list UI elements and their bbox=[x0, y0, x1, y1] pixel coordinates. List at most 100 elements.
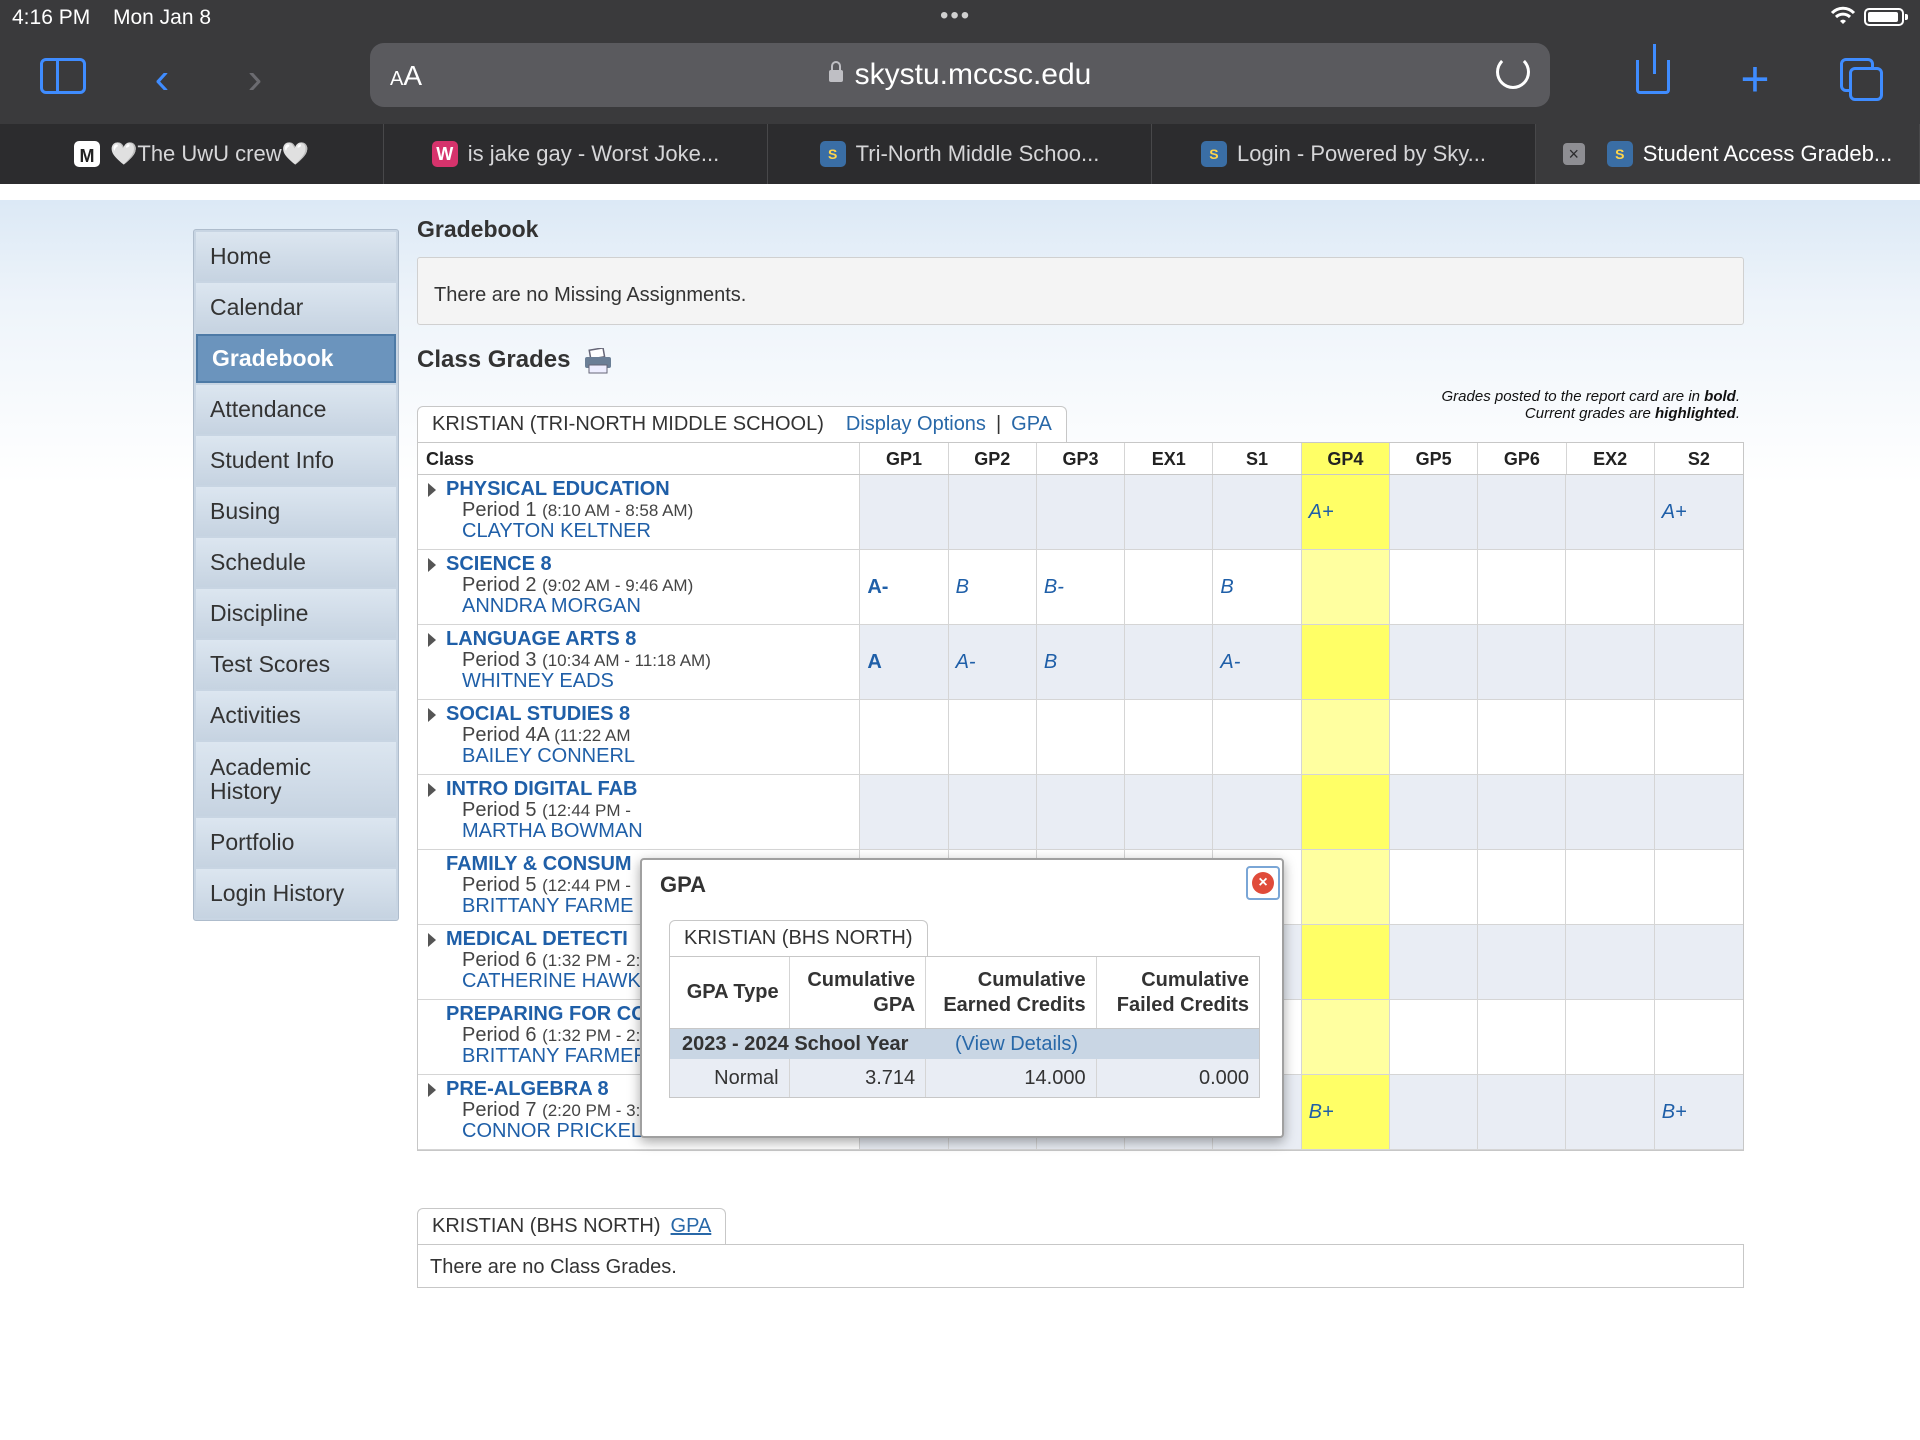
teacher-link[interactable]: BRITTANY FARMER bbox=[462, 1045, 648, 1067]
nav-item-gradebook[interactable]: Gradebook bbox=[196, 334, 396, 383]
wifi-icon bbox=[1830, 6, 1856, 24]
address-bar[interactable]: AAAA skystu.mccsc.edu bbox=[370, 43, 1550, 107]
expand-triangle-icon[interactable] bbox=[428, 633, 436, 647]
class-name-link[interactable]: PHYSICAL EDUCATION bbox=[446, 478, 670, 500]
teacher-link[interactable]: WHITNEY EADS bbox=[462, 670, 614, 692]
table-row: PHYSICAL EDUCATION Period 1 (8:10 AM - 8:… bbox=[418, 475, 1743, 550]
gpa-link[interactable]: GPA bbox=[1011, 413, 1052, 435]
expand-triangle-icon[interactable] bbox=[428, 708, 436, 722]
forward-icon[interactable]: › bbox=[247, 54, 263, 103]
grade-cell-gp6 bbox=[1478, 850, 1567, 924]
class-name-link[interactable]: INTRO DIGITAL FAB bbox=[446, 778, 638, 800]
grade-cell-gp6 bbox=[1478, 550, 1567, 624]
grade-cell-gp5 bbox=[1389, 700, 1479, 774]
class-name-link[interactable]: MEDICAL DETECTI bbox=[446, 928, 628, 950]
class-name-link[interactable]: PRE-ALGEBRA 8 bbox=[446, 1078, 609, 1100]
tab-overview-icon[interactable] bbox=[1840, 58, 1883, 101]
display-options-link[interactable]: Display Options bbox=[845, 413, 986, 435]
browser-tab[interactable]: M 🤍The UwU crew🤍 bbox=[0, 124, 384, 184]
class-name-link[interactable]: SCIENCE 8 bbox=[446, 553, 552, 575]
teacher-link[interactable]: ANNDRA MORGAN bbox=[462, 595, 641, 617]
multitasking-dots[interactable]: ••• bbox=[940, 2, 972, 29]
period-label: Period 7 bbox=[462, 1099, 537, 1121]
close-dialog-button[interactable]: × bbox=[1246, 866, 1280, 900]
nav-item-schedule[interactable]: Schedule bbox=[196, 538, 396, 587]
tab-bar: M 🤍The UwU crew🤍 W is jake gay - Worst J… bbox=[0, 124, 1920, 184]
grade-cell-ex2 bbox=[1566, 1000, 1655, 1074]
grade-cell-s2[interactable]: A+ bbox=[1654, 475, 1743, 549]
nav-item-discipline[interactable]: Discipline bbox=[196, 589, 396, 638]
tab-title: Tri-North Middle Schoo... bbox=[855, 141, 1100, 166]
teacher-link[interactable]: BAILEY CONNERL bbox=[462, 745, 636, 767]
tab-title: Student Access Gradeb... bbox=[1642, 141, 1893, 166]
lock-icon bbox=[828, 61, 843, 82]
grade-cell-ex2 bbox=[1566, 850, 1655, 924]
grade-cell-gp3[interactable]: B bbox=[1036, 625, 1126, 699]
grade-cell-gp4[interactable]: B+ bbox=[1301, 1075, 1390, 1149]
grade-cell-gp1[interactable]: A- bbox=[860, 550, 949, 624]
grade-cell-gp1[interactable]: A bbox=[860, 625, 949, 699]
new-tab-icon[interactable]: + bbox=[1740, 51, 1770, 107]
teacher-link[interactable]: BRITTANY FARME bbox=[462, 895, 634, 917]
expand-triangle-icon[interactable] bbox=[428, 1083, 436, 1097]
grade-cell-gp4[interactable]: A+ bbox=[1301, 475, 1390, 549]
view-details-link[interactable]: (View Details) bbox=[955, 1032, 1078, 1055]
period-label: Period 3 bbox=[462, 649, 537, 671]
header-cumulative-gpa: Cumulative GPA bbox=[790, 957, 927, 1028]
column-header-s2: S2 bbox=[1687, 449, 1710, 469]
gpa-link[interactable]: GPA bbox=[670, 1215, 712, 1237]
class-name-link[interactable]: SOCIAL STUDIES 8 bbox=[446, 703, 631, 725]
teacher-link[interactable]: MARTHA BOWMAN bbox=[462, 820, 643, 842]
period-label: Period 2 bbox=[462, 574, 537, 596]
grade-cell-ex1 bbox=[1125, 475, 1214, 549]
class-info-cell: INTRO DIGITAL FAB Period 5 (12:44 PM - MAR… bbox=[418, 775, 861, 849]
browser-tab[interactable]: S Tri-North Middle Schoo... bbox=[768, 124, 1152, 184]
nav-item-test-scores[interactable]: Test Scores bbox=[196, 640, 396, 689]
expand-triangle-icon[interactable] bbox=[428, 933, 436, 947]
grade-cell-gp2[interactable]: A- bbox=[948, 625, 1037, 699]
column-header-s1: S1 bbox=[1213, 443, 1302, 474]
gpa-table-header: GPA Type Cumulative GPA Cumulative Earne… bbox=[670, 957, 1259, 1029]
reader-options-button[interactable]: AAAA bbox=[390, 60, 423, 91]
school-year: 2023 - 2024 School Year bbox=[682, 1032, 909, 1055]
teacher-link[interactable]: CLAYTON KELTNER bbox=[462, 520, 651, 542]
grade-cell-ex2 bbox=[1566, 625, 1655, 699]
grade-cell-s1[interactable]: A- bbox=[1213, 625, 1302, 699]
close-tab-icon[interactable]: × bbox=[1562, 143, 1585, 165]
grade-cell-gp2[interactable]: B bbox=[948, 550, 1037, 624]
grade-cell-s1[interactable]: B bbox=[1213, 550, 1302, 624]
teacher-link[interactable]: CONNOR PRICKEL bbox=[462, 1120, 643, 1142]
printer-icon[interactable] bbox=[583, 348, 613, 374]
browser-tab[interactable]: S Login - Powered by Sky... bbox=[1152, 124, 1536, 184]
nav-item-home[interactable]: Home bbox=[196, 232, 396, 281]
gpa-data-row: Normal 3.714 14.000 0.000 bbox=[670, 1059, 1259, 1097]
browser-tab-active[interactable]: × S Student Access Gradeb... bbox=[1536, 124, 1920, 184]
share-icon[interactable] bbox=[1636, 44, 1670, 94]
expand-triangle-icon[interactable] bbox=[428, 483, 436, 497]
nav-item-login-history[interactable]: Login History bbox=[196, 869, 396, 918]
worst-jokes-favicon-icon: W bbox=[431, 141, 458, 167]
reload-icon[interactable] bbox=[1496, 55, 1530, 89]
browser-tab[interactable]: W is jake gay - Worst Joke... bbox=[384, 124, 768, 184]
gpa-school-tab: KRISTIAN (BHS NORTH) bbox=[669, 920, 928, 956]
grade-cell-gp6 bbox=[1478, 1000, 1567, 1074]
nav-item-portfolio[interactable]: Portfolio bbox=[196, 818, 396, 867]
nav-item-activities[interactable]: Activities bbox=[196, 691, 396, 740]
expand-triangle-icon[interactable] bbox=[428, 558, 436, 572]
grade-cell-s2 bbox=[1654, 700, 1743, 774]
grade-cell-gp3[interactable]: B- bbox=[1036, 550, 1126, 624]
sidebar-toggle-icon[interactable] bbox=[40, 58, 86, 94]
grade-cell-s2[interactable]: B+ bbox=[1654, 1075, 1743, 1149]
nav-item-student-info[interactable]: Student Info bbox=[196, 436, 396, 485]
nav-item-attendance[interactable]: Attendance bbox=[196, 385, 396, 434]
back-icon[interactable]: ‹ bbox=[154, 54, 170, 103]
header-failed-credits: Cumulative Failed Credits bbox=[1116, 968, 1250, 1016]
class-name-link[interactable]: LANGUAGE ARTS 8 bbox=[446, 628, 637, 650]
nav-item-calendar[interactable]: Calendar bbox=[196, 283, 396, 332]
class-name-link[interactable]: FAMILY & CONSUM bbox=[446, 853, 632, 875]
nav-item-academic-history[interactable]: Academic History bbox=[196, 742, 396, 816]
nav-item-busing[interactable]: Busing bbox=[196, 487, 396, 536]
expand-triangle-icon[interactable] bbox=[428, 783, 436, 797]
teacher-link[interactable]: CATHERINE HAWKINS bbox=[462, 970, 675, 992]
grade-cell-ex1 bbox=[1125, 550, 1214, 624]
